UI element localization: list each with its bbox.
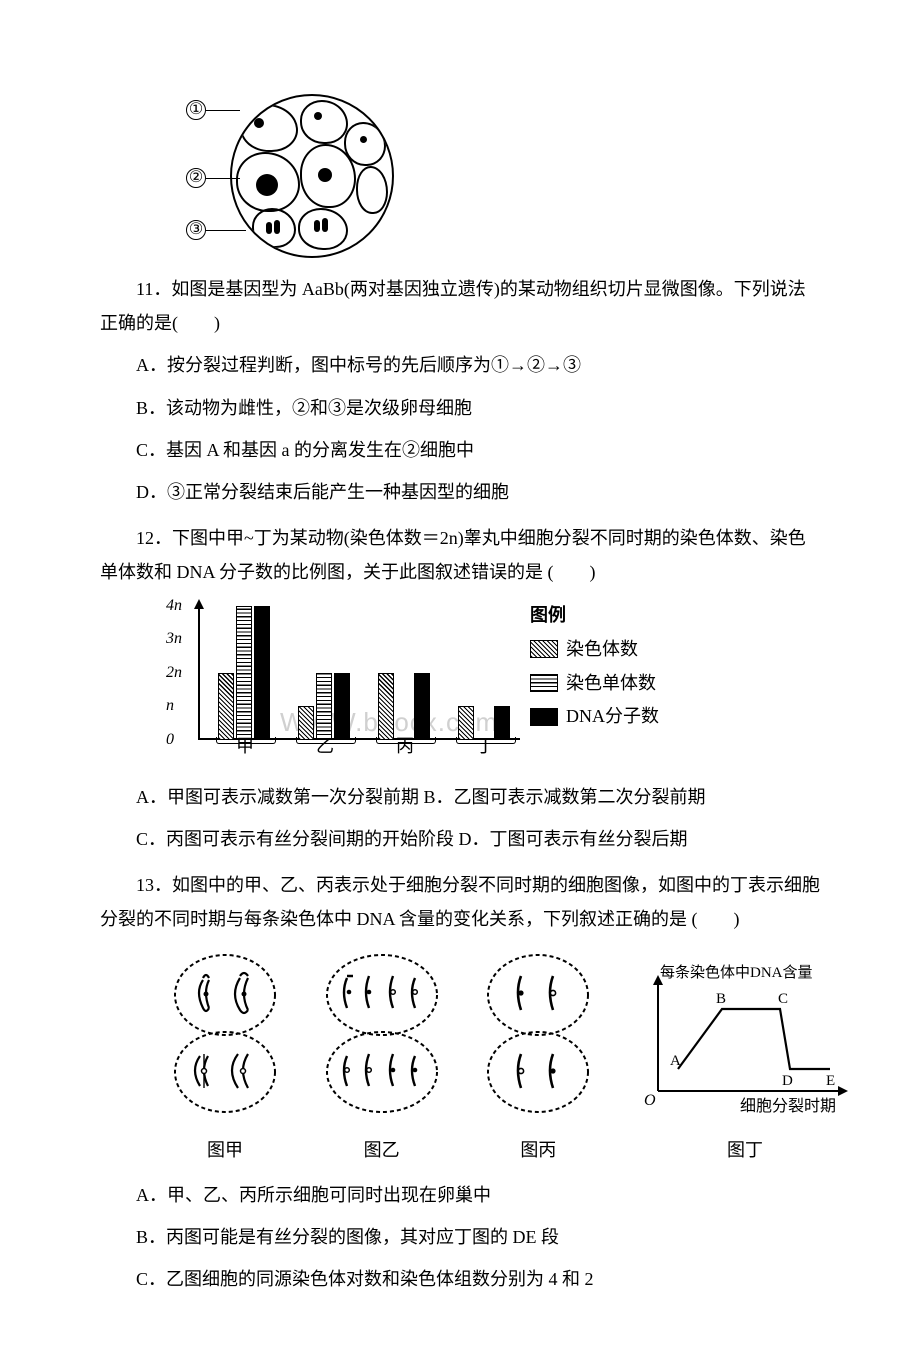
q12-ytick: 0 <box>166 724 174 754</box>
q12-bar <box>254 606 270 740</box>
q12-legend: 图例 染色体数染色单体数DNA分子数 <box>530 600 659 735</box>
q11-label-line-3 <box>206 230 246 231</box>
document-page: ① ② ③ <box>0 0 920 1364</box>
q13-cell-bing-svg <box>473 950 603 1120</box>
q12-figure: WWW.bdocx.com 0n2n3n4n甲乙丙丁 图例 染色体数染色单体数D… <box>160 600 820 770</box>
q12-group-label: 乙 <box>316 729 334 763</box>
q11-tissue-circle <box>230 94 394 258</box>
q13-caption-bing: 图丙 <box>473 1133 603 1167</box>
q12-option-cd: C．丙图可表示有丝分裂间期的开始阶段 D．丁图可表示有丝分裂后期 <box>100 822 820 856</box>
q12-bar <box>494 706 510 740</box>
legend-swatch-icon <box>530 640 558 658</box>
q13-linechart-cell: O 每条染色体中DNA含量 细胞分裂时期 A B C D E 图丁 <box>630 961 860 1167</box>
q12-bar <box>218 673 234 740</box>
q13-figure-row: 图甲 <box>160 950 860 1167</box>
svg-text:E: E <box>826 1073 835 1089</box>
q12-ytick: 2n <box>166 657 182 687</box>
q13-caption-yi: 图乙 <box>317 1133 447 1167</box>
q12-bar <box>236 606 252 740</box>
q11-label-1: ① <box>186 100 206 120</box>
legend-swatch-icon <box>530 674 558 692</box>
q12-ytick: 3n <box>166 624 182 654</box>
q11-label-line-1 <box>206 110 240 111</box>
q13-option-a: A．甲、乙、丙所示细胞可同时出现在卵巢中 <box>100 1178 820 1212</box>
q11-option-d: D．③正常分裂结束后能产生一种基因型的细胞 <box>100 475 820 509</box>
q12-group-label: 甲 <box>236 729 254 763</box>
svg-text:O: O <box>644 1092 656 1109</box>
q12-group-label: 丙 <box>396 729 414 763</box>
q13-ylabel: 每条染色体中DNA含量 <box>660 964 813 981</box>
q12-ytick: n <box>166 691 174 721</box>
q11-label-3: ③ <box>186 220 206 240</box>
q13-linechart-svg: O 每条染色体中DNA含量 细胞分裂时期 A B C D E <box>630 961 860 1131</box>
q13-cell-jia: 图甲 <box>160 950 290 1167</box>
q13-stem: 13．如图中的甲、乙、丙表示处于细胞分裂不同时期的细胞图像，如图中的丁表示细胞分… <box>100 868 820 936</box>
q11-label-2: ② <box>186 168 206 188</box>
q12-bar <box>334 673 350 740</box>
q12-y-axis <box>198 606 200 740</box>
q12-legend-row: 染色单体数 <box>530 668 659 699</box>
legend-label: 染色单体数 <box>566 668 656 699</box>
q13-caption-jia: 图甲 <box>160 1133 290 1167</box>
legend-label: 染色体数 <box>566 634 638 665</box>
q12-bar <box>414 673 430 740</box>
q11-cell-diagram: ① ② ③ <box>190 90 400 260</box>
q12-legend-title: 图例 <box>530 600 659 631</box>
svg-text:B: B <box>716 991 726 1007</box>
q13-option-b: B．丙图可能是有丝分裂的图像，其对应丁图的 DE 段 <box>100 1220 820 1254</box>
q13-cell-jia-svg <box>160 950 290 1120</box>
q11-option-a: A．按分裂过程判断，图中标号的先后顺序为①→②→③ <box>100 348 820 382</box>
q12-barchart: WWW.bdocx.com 0n2n3n4n甲乙丙丁 <box>160 600 520 770</box>
q12-bar <box>378 673 394 740</box>
svg-text:C: C <box>778 991 788 1007</box>
q12-bar <box>298 706 314 740</box>
q11-figure: ① ② ③ <box>160 90 820 260</box>
legend-label: DNA分子数 <box>566 701 659 732</box>
q11-option-b: B．该动物为雌性，②和③是次级卵母细胞 <box>100 391 820 425</box>
q12-group <box>218 606 270 740</box>
q12-stem: 12．下图中甲~丁为某动物(染色体数＝2n)睾丸中细胞分裂不同时期的染色体数、染… <box>100 521 820 589</box>
q12-group-label: 丁 <box>476 729 494 763</box>
q13-xlabel: 细胞分裂时期 <box>740 1097 836 1115</box>
q12-bar <box>458 706 474 740</box>
q12-ytick: 4n <box>166 590 182 620</box>
q13-cell-yi-svg <box>317 950 447 1120</box>
q12-legend-row: DNA分子数 <box>530 701 659 732</box>
q12-option-ab: A．甲图可表示减数第一次分裂前期 B．乙图可表示减数第二次分裂前期 <box>100 780 820 814</box>
q13-cell-yi: 图乙 <box>317 950 447 1167</box>
q11-stem: 11．如图是基因型为 AaBb(两对基因独立遗传)的某动物组织切片显微图像。下列… <box>100 272 820 340</box>
svg-text:A: A <box>670 1053 681 1069</box>
q12-legend-row: 染色体数 <box>530 634 659 665</box>
q13-linechart: O 每条染色体中DNA含量 细胞分裂时期 A B C D E <box>630 961 860 1131</box>
q13-cell-bing: 图丙 <box>473 950 603 1167</box>
q13-option-c: C．乙图细胞的同源染色体对数和染色体组数分别为 4 和 2 <box>100 1262 820 1296</box>
legend-swatch-icon <box>530 708 558 726</box>
q13-caption-ding: 图丁 <box>630 1133 860 1167</box>
q11-option-c: C．基因 A 和基因 a 的分离发生在②细胞中 <box>100 433 820 467</box>
svg-text:D: D <box>782 1073 793 1089</box>
